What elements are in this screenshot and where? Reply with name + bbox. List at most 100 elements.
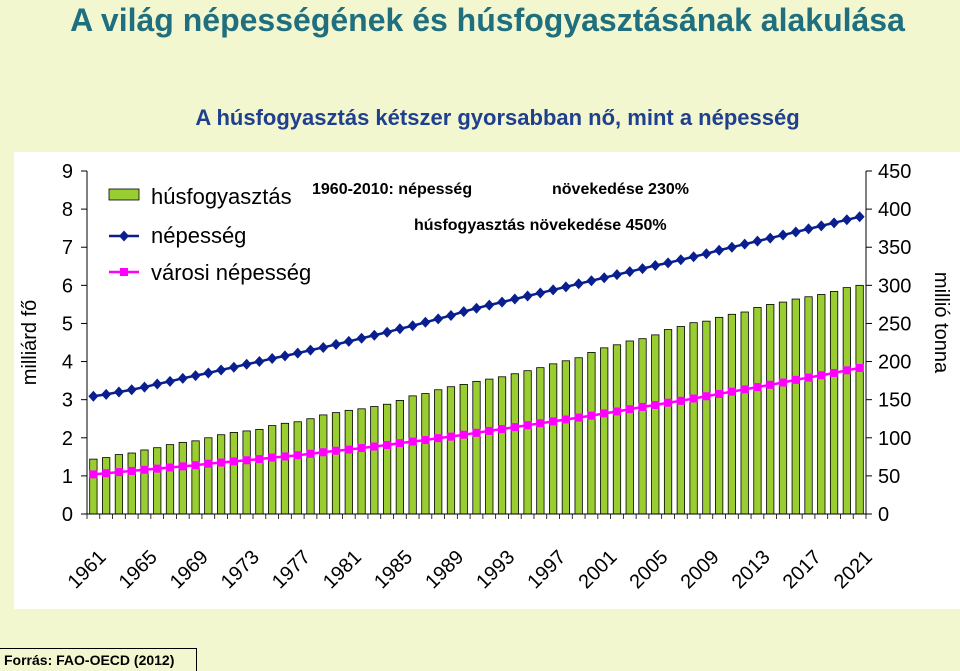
- bar-1975: [268, 425, 277, 515]
- bar-1990: [459, 384, 468, 515]
- square-marker-1988: [434, 434, 443, 443]
- source-box: [0, 648, 197, 671]
- square-marker-1993: [498, 425, 507, 434]
- square-marker-1996: [536, 419, 545, 428]
- bar-1979: [319, 414, 328, 515]
- square-marker-2004: [638, 402, 647, 411]
- x-tick-label: 2017: [779, 546, 826, 593]
- right-tick-label: 200: [878, 352, 911, 374]
- square-marker-2010: [715, 389, 724, 398]
- square-marker-1963: [114, 468, 123, 477]
- diamond-marker-2006: [663, 257, 674, 269]
- bar-2000: [587, 352, 596, 515]
- square-marker-2013: [753, 383, 762, 392]
- annotation-meat-growth: húsfogyasztás növekedése 450%: [414, 217, 667, 234]
- bar-1998: [561, 360, 571, 515]
- bar-2020: [842, 287, 851, 515]
- bar-1994: [510, 373, 519, 515]
- diamond-marker-1975: [267, 353, 278, 365]
- left-tick-label: 0: [62, 504, 73, 526]
- bar-1996: [536, 367, 545, 515]
- chart-subtitle: A húsfogyasztás kétszer gyorsabban nő, m…: [195, 105, 800, 130]
- left-tick-label: 4: [62, 352, 73, 374]
- x-tick-label: 1981: [319, 546, 366, 593]
- diamond-marker-1980: [331, 338, 342, 350]
- diamond-marker-1969: [190, 370, 201, 382]
- diamond-marker-2015: [777, 229, 788, 241]
- bar-1988: [434, 389, 443, 515]
- diamond-marker-1999: [573, 278, 584, 290]
- bar-2010: [715, 316, 724, 515]
- square-marker-2000: [587, 411, 596, 420]
- diamond-marker-1964: [126, 384, 137, 396]
- square-marker-1970: [204, 459, 213, 468]
- bar-1992: [485, 378, 494, 515]
- right-tick-label: 350: [878, 237, 911, 259]
- bar-1993: [497, 376, 507, 515]
- square-marker-2011: [727, 387, 736, 396]
- bar-1985: [395, 400, 404, 515]
- diamond-marker-1988: [433, 313, 444, 325]
- square-marker-1966: [153, 464, 162, 473]
- bar-2017: [804, 296, 813, 515]
- square-marker-2014: [766, 380, 775, 389]
- right-tick-label: 50: [878, 466, 900, 488]
- square-marker-1980: [332, 446, 341, 455]
- diamond-marker-1977: [292, 347, 303, 359]
- bar-2004: [638, 338, 647, 515]
- diamond-marker-1984: [382, 326, 393, 338]
- bar-1989: [446, 386, 456, 515]
- bar-1978: [306, 418, 315, 515]
- square-marker-1974: [255, 455, 264, 464]
- bar-1997: [549, 363, 558, 515]
- right-tick-label: 100: [878, 428, 911, 450]
- diamond-marker-2020: [841, 214, 852, 226]
- square-marker-2020: [842, 366, 851, 375]
- bar-1963: [114, 454, 124, 515]
- source-note: Forrás: FAO-OECD (2012): [4, 652, 175, 668]
- right-tick-label: 400: [878, 199, 911, 221]
- square-marker-1979: [319, 448, 328, 457]
- bar-2006: [663, 329, 673, 515]
- square-marker-1975: [268, 453, 277, 462]
- bar-1980: [331, 412, 341, 515]
- legend-label-meat: húsfogyasztás: [151, 184, 292, 209]
- left-tick-label: 8: [62, 199, 73, 221]
- bar-1972: [229, 432, 238, 515]
- annotations: 1960-2010: népesség növekedése 230% húsfog…: [312, 181, 689, 234]
- diamond-marker-2016: [790, 226, 801, 238]
- square-marker-2009: [702, 392, 711, 401]
- bar-2014: [766, 303, 775, 515]
- square-marker-1961: [89, 470, 98, 479]
- x-tick-label: 1993: [472, 546, 519, 593]
- bar-1968: [178, 441, 187, 515]
- annotation-population: 1960-2010: népesség: [312, 181, 472, 198]
- legend-label-population: népesség: [151, 223, 246, 248]
- diamond-marker-2004: [637, 263, 648, 275]
- diamond-marker-1970: [203, 367, 214, 379]
- square-marker-1986: [408, 437, 417, 446]
- diamond-marker-1967: [165, 375, 176, 387]
- diamond-marker-1978: [305, 344, 316, 356]
- diamond-marker-1985: [394, 323, 405, 335]
- diamond-marker-1983: [369, 329, 380, 341]
- x-tick-label: 1969: [166, 546, 213, 593]
- diamond-marker-2002: [611, 269, 622, 281]
- bar-1987: [421, 393, 430, 515]
- bar-2019: [829, 291, 839, 515]
- diamond-marker-1994: [509, 293, 520, 305]
- diamond-marker-1990: [458, 306, 469, 318]
- bar-1961: [89, 458, 98, 515]
- x-tick-label: 2021: [830, 546, 877, 593]
- diamond-marker-1981: [343, 335, 354, 347]
- diamond-marker-1998: [560, 281, 571, 293]
- bar-2018: [817, 294, 826, 515]
- left-tick-label: 7: [62, 237, 73, 259]
- square-marker-2015: [778, 378, 787, 387]
- diamond-marker-1971: [216, 364, 227, 376]
- square-marker-2016: [791, 375, 800, 384]
- square-marker-1990: [459, 430, 468, 439]
- square-marker-1985: [395, 439, 404, 448]
- square-marker-1962: [102, 469, 111, 478]
- square-marker-2021: [855, 364, 864, 373]
